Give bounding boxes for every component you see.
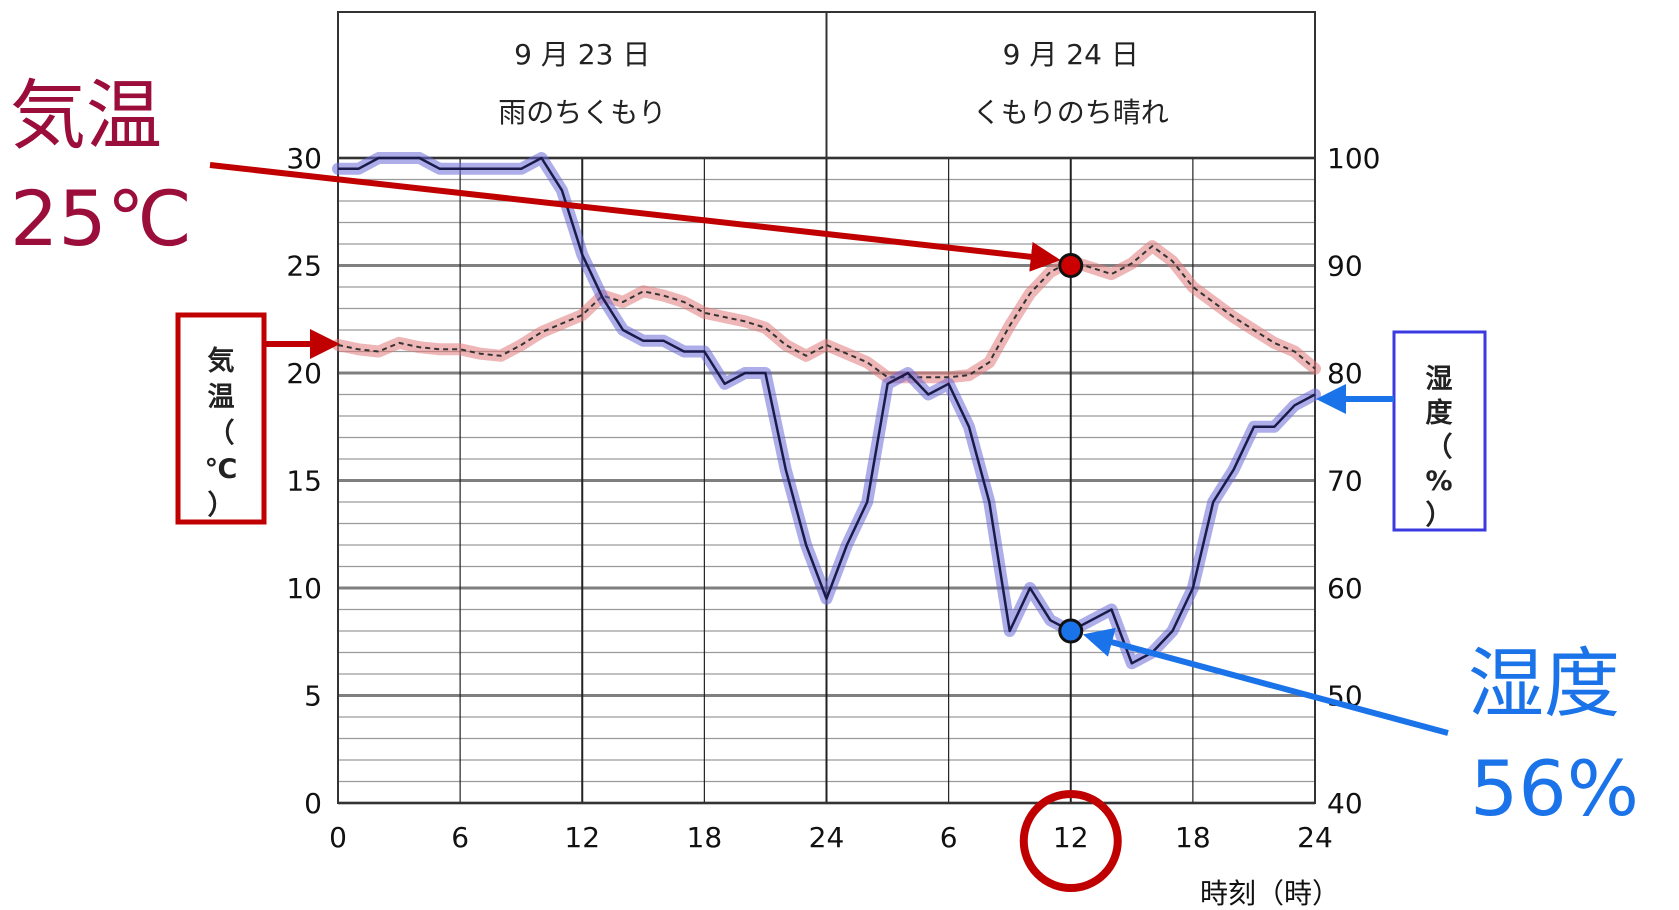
humidity-callout-arrow xyxy=(1089,636,1448,733)
x-axis-label: 時刻（時） xyxy=(1200,877,1340,910)
y-right-tick: 100 xyxy=(1327,142,1380,175)
humidity-axis-label-char: （ xyxy=(1426,432,1453,463)
y-left-tick: 0 xyxy=(304,787,322,820)
x-tick: 6 xyxy=(940,821,958,854)
y-left-tick: 15 xyxy=(286,465,322,498)
temperature-axis-label-char: （ xyxy=(208,418,235,449)
x-tick: 24 xyxy=(809,821,845,854)
temperature-highlight-point xyxy=(1060,255,1082,277)
temperature-callout-title: 気温 xyxy=(10,71,162,160)
temperature-callout-value: 25℃ xyxy=(10,174,192,263)
y-right-tick: 40 xyxy=(1327,787,1363,820)
y-right-tick: 60 xyxy=(1327,572,1363,605)
day-date: 9 月 23 日 xyxy=(514,38,650,71)
y-left-tick: 10 xyxy=(286,572,322,605)
x-tick: 6 xyxy=(451,821,469,854)
x-tick: 18 xyxy=(687,821,723,854)
day-date: 9 月 24 日 xyxy=(1003,38,1139,71)
humidity-axis-label-char: % xyxy=(1425,466,1452,497)
y-left-tick: 25 xyxy=(286,250,322,283)
y-right-tick: 70 xyxy=(1327,465,1363,498)
x-tick: 0 xyxy=(329,821,347,854)
y-left-tick: 20 xyxy=(286,357,322,390)
y-right-tick: 80 xyxy=(1327,357,1363,390)
temperature-axis-label-char: 温 xyxy=(208,382,235,413)
humidity-highlight-point xyxy=(1060,620,1082,642)
x-tick: 12 xyxy=(564,821,600,854)
grid xyxy=(338,12,1315,803)
y-right-tick: 90 xyxy=(1327,250,1363,283)
temperature-axis-label-char: ℃ xyxy=(205,454,238,485)
humidity-axis-label-char: ） xyxy=(1426,500,1453,531)
temperature-axis-label-char: 気 xyxy=(208,345,235,377)
y-left-tick: 30 xyxy=(286,142,322,175)
day-weather: くもりのち晴れ xyxy=(973,96,1169,129)
y-left-tick: 5 xyxy=(304,680,322,713)
x-tick: 18 xyxy=(1175,821,1211,854)
x-tick: 24 xyxy=(1297,821,1333,854)
temperature-axis-label-char: ） xyxy=(208,490,235,521)
x-tick: 12 xyxy=(1053,821,1089,854)
humidity-axis-label-char: 湿 xyxy=(1426,364,1453,395)
humidity-callout-value: 56% xyxy=(1470,744,1639,833)
day-weather: 雨のちくもり xyxy=(498,96,666,129)
humidity-axis-label-char: 度 xyxy=(1426,397,1453,429)
humidity-callout-title: 湿度 xyxy=(1468,639,1620,728)
